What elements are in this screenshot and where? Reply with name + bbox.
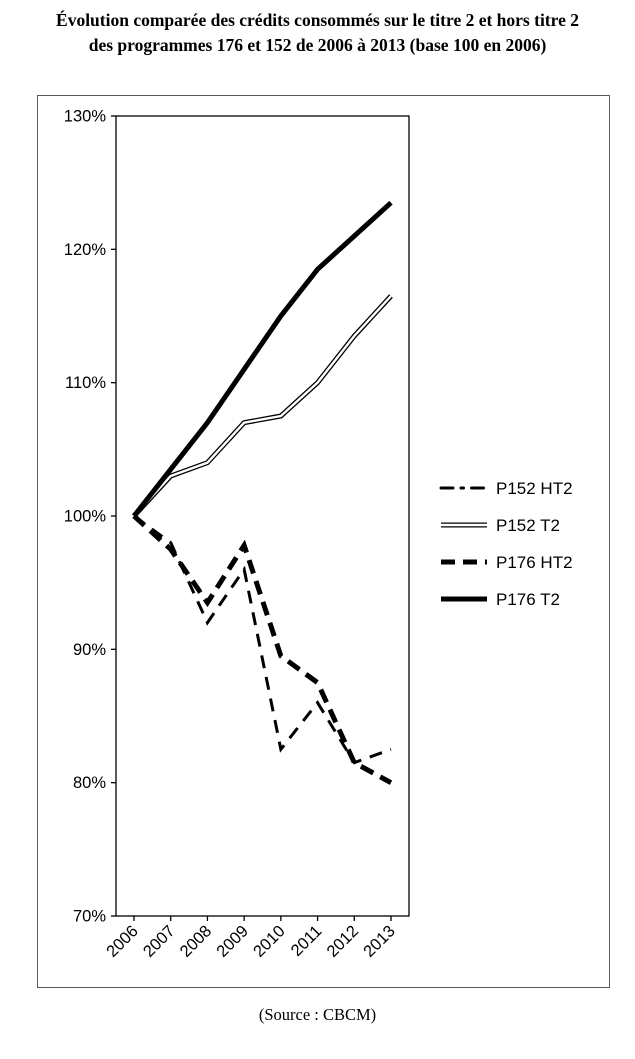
legend-label: P152 HT2 <box>496 479 573 498</box>
x-tick-label: 2011 <box>288 922 326 960</box>
chart-title: Évolution comparée des crédits consommés… <box>0 8 635 59</box>
legend-label: P152 T2 <box>496 516 560 535</box>
x-tick-label: 2010 <box>250 922 289 961</box>
y-tick-label: 130% <box>64 108 107 126</box>
y-tick-label: 90% <box>73 641 106 659</box>
series-line-p152-t2 <box>133 295 392 517</box>
y-tick-label: 70% <box>73 908 106 926</box>
source-caption: (Source : CBCM) <box>258 1005 377 1024</box>
y-tick-label: 80% <box>73 774 106 792</box>
legend-label: P176 T2 <box>496 590 560 609</box>
x-tick-label: 2012 <box>323 922 362 961</box>
x-tick-label: 2013 <box>360 922 399 961</box>
chart-title-line1: Évolution comparée des crédits consommés… <box>56 10 579 30</box>
x-tick-label: 2006 <box>103 922 142 961</box>
line-chart: 70% 80% 90% 100% 110% 120% 130% 200620072008200… <box>64 108 573 961</box>
chart-frame: 70% 80% 90% 100% 110% 120% 130% 2006 2007 2008 200… <box>37 95 610 988</box>
chart-title-line2: des programmes 176 et 152 de 2006 à 2013… <box>88 35 547 56</box>
y-tick-label: 110% <box>65 374 106 392</box>
legend-label: P176 HT2 <box>496 553 573 572</box>
series-line-p152-ht2 <box>133 514 392 765</box>
x-tick-label: 2007 <box>140 922 179 961</box>
series-line-p176-ht2 <box>132 514 393 785</box>
series-line-p176-t2 <box>132 200 393 518</box>
x-tick-label: 2009 <box>213 922 252 961</box>
series-line-p152-t2 <box>132 294 393 518</box>
y-tick-label: 120% <box>64 241 107 259</box>
y-tick-label: 100% <box>64 508 107 526</box>
plot-border <box>115 115 410 917</box>
x-tick-label: 2008 <box>177 922 216 961</box>
